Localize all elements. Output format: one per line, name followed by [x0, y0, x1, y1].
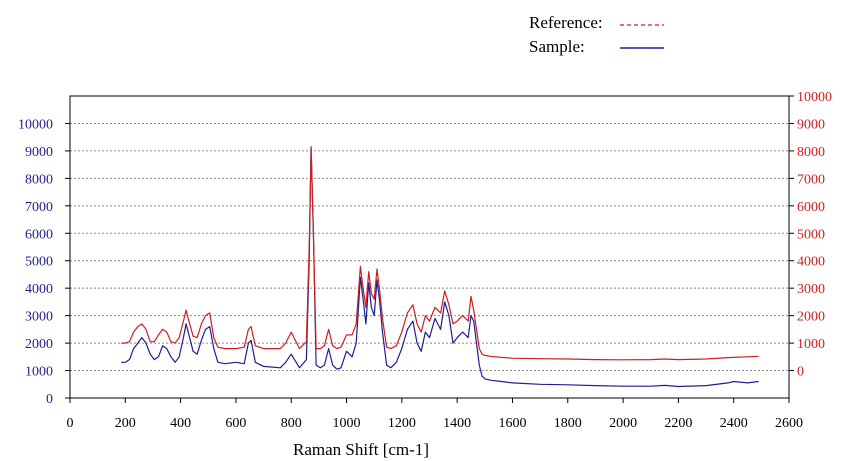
x-tick-label-9: 1800	[554, 416, 582, 431]
y-axis-right-ticks: 0 1000 2000 3000 4000 5000 6000 7000 8000 9000 100…	[789, 90, 832, 380]
y-right-tick-label-0: 0	[797, 365, 804, 380]
series-line-reference	[121, 147, 759, 361]
series-group	[121, 146, 759, 388]
y-left-tick-label-6: 6000	[25, 227, 53, 242]
y-right-tick-label-2: 2000	[797, 310, 825, 325]
x-tick-label-4: 800	[281, 416, 302, 431]
y-axis-left-ticks: 0 1000 2000 3000 4000 5000 6000 7000 8000 9000 100…	[18, 117, 70, 407]
x-tick-label-11: 2200	[664, 416, 692, 431]
series-line-sample	[121, 146, 759, 388]
y-left-tick-label-7: 7000	[25, 200, 53, 215]
y-left-tick-label-8: 8000	[25, 172, 53, 187]
y-left-tick-label-1: 1000	[25, 365, 53, 380]
legend: Reference: Sample:	[529, 13, 664, 56]
y-right-tick-label-4: 4000	[797, 255, 825, 270]
grid-lines	[70, 122, 789, 372]
y-right-tick-label-3: 3000	[797, 282, 825, 297]
y-left-tick-label-3: 3000	[25, 310, 53, 325]
y-left-tick-label-2: 2000	[25, 337, 53, 352]
x-tick-label-6: 1200	[388, 416, 416, 431]
y-right-tick-label-5: 5000	[797, 227, 825, 242]
y-left-tick-label-4: 4000	[25, 282, 53, 297]
legend-label-reference: Reference:	[529, 13, 603, 32]
x-tick-label-13: 2600	[775, 416, 803, 431]
y-right-tick-label-10: 10000	[797, 90, 832, 105]
plot-frame	[69, 95, 790, 399]
y-right-tick-label-7: 7000	[797, 172, 825, 187]
y-right-tick-label-9: 9000	[797, 117, 825, 132]
x-tick-label-7: 1400	[443, 416, 471, 431]
y-left-tick-label-5: 5000	[25, 255, 53, 270]
legend-label-sample: Sample:	[529, 37, 585, 56]
y-right-tick-label-6: 6000	[797, 200, 825, 215]
y-left-tick-label-9: 9000	[25, 145, 53, 160]
x-tick-label-3: 600	[225, 416, 246, 431]
y-right-tick-label-1: 1000	[797, 337, 825, 352]
y-right-tick-label-8: 8000	[797, 145, 825, 160]
x-axis-label: Raman Shift [cm-1]	[293, 440, 429, 459]
x-tick-label-8: 1600	[498, 416, 526, 431]
x-tick-label-0: 0	[67, 416, 74, 431]
x-axis-ticks: 0 200 400 600 800 1000 1200 1400 1600 1800 2000 220…	[67, 398, 803, 431]
y-left-tick-label-10: 10000	[18, 117, 53, 132]
x-tick-label-12: 2400	[720, 416, 748, 431]
x-tick-label-2: 400	[170, 416, 191, 431]
x-tick-label-10: 2000	[609, 416, 637, 431]
x-tick-label-1: 200	[115, 416, 136, 431]
x-tick-label-5: 1000	[333, 416, 361, 431]
y-left-tick-label-0: 0	[46, 392, 53, 407]
